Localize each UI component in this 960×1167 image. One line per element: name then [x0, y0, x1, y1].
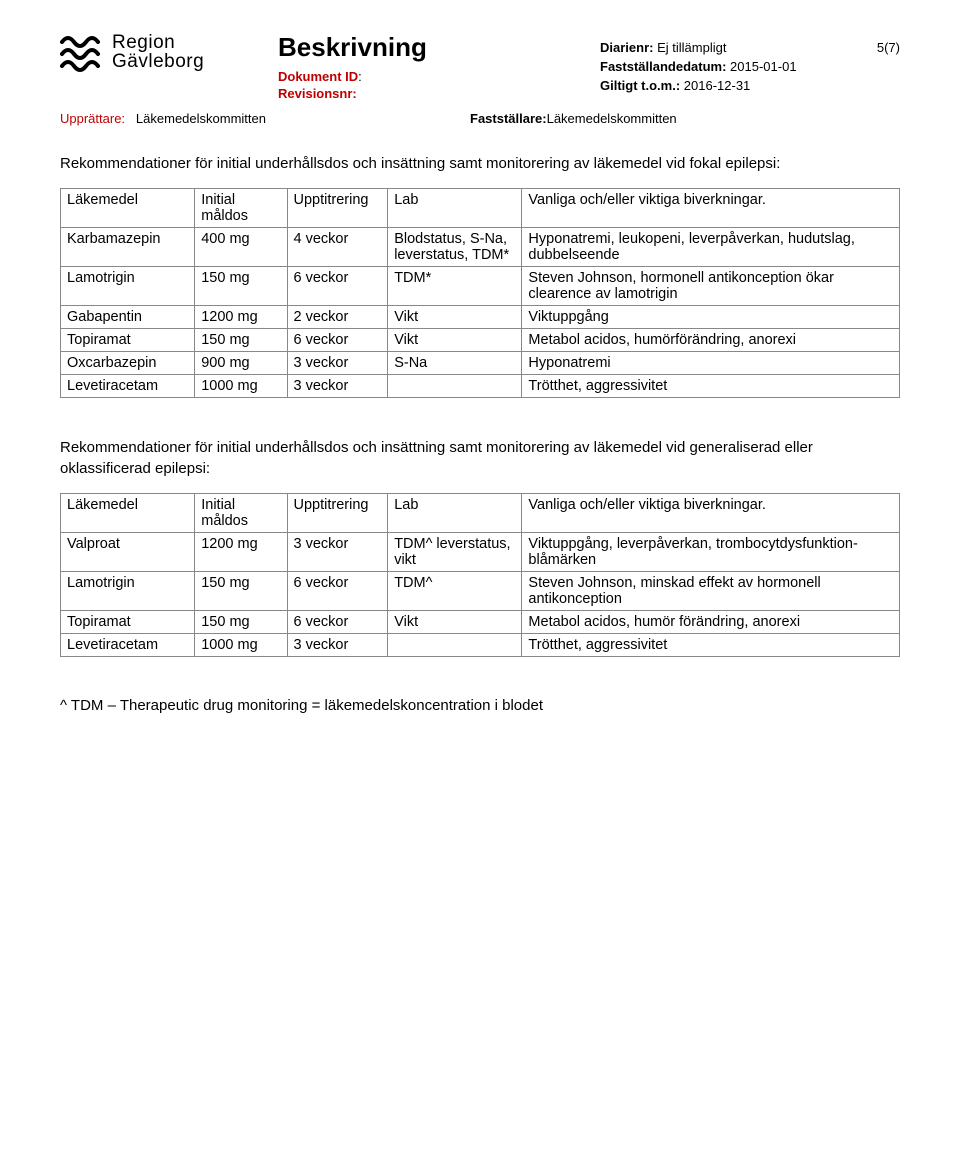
header-right: Diarienr: Ej tillämpligt 5(7) Fastställa… [600, 32, 900, 97]
column-header: Upptitrering [287, 189, 388, 228]
table-cell [388, 633, 522, 656]
column-header: Läkemedel [61, 189, 195, 228]
table-row: Lamotrigin150 mg6 veckorTDM^Steven Johns… [61, 571, 900, 610]
table-cell: TDM^ leverstatus, vikt [388, 532, 522, 571]
table-cell: 1000 mg [195, 375, 287, 398]
column-header: Vanliga och/eller viktiga biverkningar. [522, 493, 900, 532]
table-cell: Levetiracetam [61, 375, 195, 398]
table-row: Topiramat150 mg6 veckorViktMetabol acido… [61, 610, 900, 633]
page-number: 5(7) [860, 40, 900, 55]
table-cell: Metabol acidos, humör förändring, anorex… [522, 610, 900, 633]
column-header: Vanliga och/eller viktiga biverkningar. [522, 189, 900, 228]
table-cell: 3 veckor [287, 375, 388, 398]
table-cell: Viktuppgång, leverpåverkan, trombocytdys… [522, 532, 900, 571]
giltigt-value: 2016-12-31 [684, 78, 751, 93]
dokument-id-label: Dokument ID [278, 69, 358, 84]
page: Region Gävleborg Beskrivning Dokument ID… [0, 0, 960, 754]
table-cell: 3 veckor [287, 532, 388, 571]
upprattare-value: Läkemedelskommitten [136, 111, 266, 126]
table-cell: Levetiracetam [61, 633, 195, 656]
faststallare-label: Fastställare: [470, 111, 547, 126]
table-cell: Trötthet, aggressivitet [522, 633, 900, 656]
table-cell: 400 mg [195, 228, 287, 267]
faststallandedatum-value: 2015-01-01 [730, 59, 797, 74]
column-header: Initial måldos [195, 189, 287, 228]
table-cell: 6 veckor [287, 329, 388, 352]
giltigt-label: Giltigt t.o.m.: [600, 78, 680, 93]
table-cell: 150 mg [195, 329, 287, 352]
table-cell: 2 veckor [287, 306, 388, 329]
table-cell: Vikt [388, 610, 522, 633]
table-cell: Topiramat [61, 329, 195, 352]
table-cell: Vikt [388, 329, 522, 352]
page-header: Region Gävleborg Beskrivning Dokument ID… [60, 32, 900, 103]
table-cell: 150 mg [195, 610, 287, 633]
logo-line1: Region [112, 33, 204, 52]
revisionsnr-label: Revisionsnr: [278, 86, 357, 101]
table-cell: Oxcarbazepin [61, 352, 195, 375]
table-cell: Valproat [61, 532, 195, 571]
table-cell: 4 veckor [287, 228, 388, 267]
table-row: Karbamazepin400 mg4 veckorBlodstatus, S-… [61, 228, 900, 267]
table-cell: Steven Johnson, hormonell antikonception… [522, 267, 900, 306]
table-cell: Steven Johnson, minskad effekt av hormon… [522, 571, 900, 610]
table-row: Levetiracetam1000 mg3 veckor Trötthet, ag… [61, 375, 900, 398]
table-cell: Topiramat [61, 610, 195, 633]
table-row: Gabapentin1200 mg2 veckorViktViktuppgång [61, 306, 900, 329]
table-row: Valproat1200 mg3 veckorTDM^ leverstatus,… [61, 532, 900, 571]
diarienr-value: Ej tillämpligt [657, 40, 726, 55]
table-cell: Trötthet, aggressivitet [522, 375, 900, 398]
table-cell: Hyponatremi, leukopeni, leverpåverkan, h… [522, 228, 900, 267]
column-header: Upptitrering [287, 493, 388, 532]
logo-line2: Gävleborg [112, 52, 204, 71]
table-cell [388, 375, 522, 398]
doc-title: Beskrivning [278, 32, 582, 63]
table-cell: TDM^ [388, 571, 522, 610]
upprattare-label: Upprättare: [60, 111, 125, 126]
section1-intro: Rekommendationer för initial underhållsd… [60, 154, 900, 174]
table-cell: 6 veckor [287, 571, 388, 610]
header-bottom: Upprättare: Läkemedelskommitten Faststäl… [60, 111, 900, 126]
footnote: ^ TDM – Therapeutic drug monitoring = lä… [60, 697, 900, 714]
table-cell: Gabapentin [61, 306, 195, 329]
table-cell: 150 mg [195, 267, 287, 306]
table-cell: Vikt [388, 306, 522, 329]
table-cell: 1200 mg [195, 532, 287, 571]
waves-icon [60, 32, 104, 72]
table-cell: TDM* [388, 267, 522, 306]
table-cell: Viktuppgång [522, 306, 900, 329]
column-header: Läkemedel [61, 493, 195, 532]
table-cell: Lamotrigin [61, 571, 195, 610]
table-cell: 1200 mg [195, 306, 287, 329]
faststallare-value: Läkemedelskommitten [547, 111, 677, 126]
table-cell: 6 veckor [287, 267, 388, 306]
table-cell: Metabol acidos, humörförändring, anorexi [522, 329, 900, 352]
diarienr-label: Diarienr: [600, 40, 653, 55]
table-cell: Hyponatremi [522, 352, 900, 375]
logo: Region Gävleborg [60, 32, 260, 72]
table-row: Topiramat150 mg6 veckorViktMetabol acido… [61, 329, 900, 352]
header-mid: Beskrivning Dokument ID: Revisionsnr: [278, 32, 582, 103]
table-cell: Blodstatus, S-Na, leverstatus, TDM* [388, 228, 522, 267]
table-cell: Karbamazepin [61, 228, 195, 267]
table-generaliserad-epilepsi: LäkemedelInitial måldosUpptitreringLabVa… [60, 493, 900, 657]
section2-intro: Rekommendationer för initial underhållsd… [60, 438, 900, 479]
column-header: Lab [388, 189, 522, 228]
column-header: Initial måldos [195, 493, 287, 532]
table-fokal-epilepsi: LäkemedelInitial måldosUpptitreringLabVa… [60, 188, 900, 398]
table-cell: Lamotrigin [61, 267, 195, 306]
table-cell: 1000 mg [195, 633, 287, 656]
table-cell: 3 veckor [287, 352, 388, 375]
table-cell: S-Na [388, 352, 522, 375]
table-row: Oxcarbazepin900 mg3 veckorS-NaHyponatrem… [61, 352, 900, 375]
table-cell: 150 mg [195, 571, 287, 610]
table-cell: 900 mg [195, 352, 287, 375]
table-cell: 6 veckor [287, 610, 388, 633]
table-cell: 3 veckor [287, 633, 388, 656]
table-row: Lamotrigin150 mg6 veckorTDM*Steven Johns… [61, 267, 900, 306]
faststallandedatum-label: Fastställandedatum: [600, 59, 726, 74]
table-row: Levetiracetam1000 mg3 veckor Trötthet, ag… [61, 633, 900, 656]
column-header: Lab [388, 493, 522, 532]
